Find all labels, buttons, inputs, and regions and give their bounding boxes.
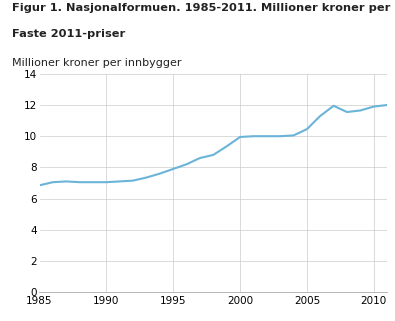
Text: Millioner kroner per innbygger: Millioner kroner per innbygger	[12, 58, 181, 68]
Text: Figur 1. Nasjonalformuen. 1985-2011. Millioner kroner per innbygger.: Figur 1. Nasjonalformuen. 1985-2011. Mil…	[12, 3, 395, 13]
Text: Faste 2011-priser: Faste 2011-priser	[12, 29, 125, 39]
